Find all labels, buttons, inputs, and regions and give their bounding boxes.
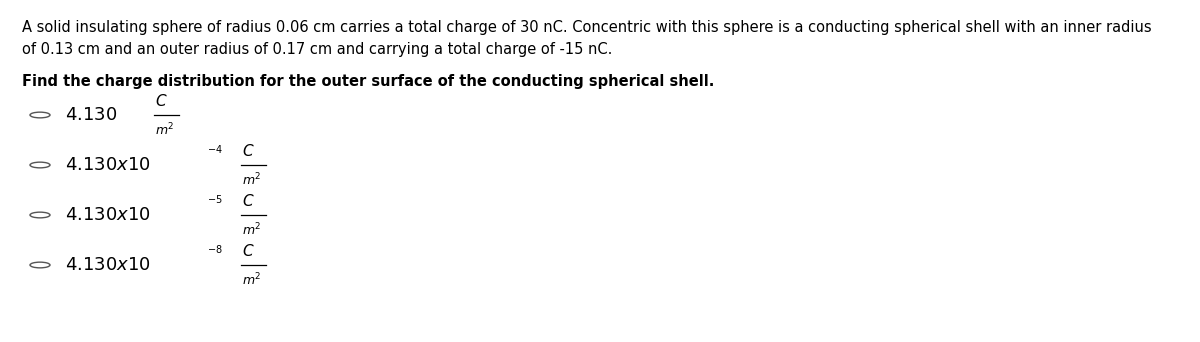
Text: $4.130x10$: $4.130x10$ xyxy=(65,256,151,274)
Text: $m^2$: $m^2$ xyxy=(155,122,174,138)
Text: $m^2$: $m^2$ xyxy=(242,272,262,288)
Text: $C$: $C$ xyxy=(242,143,254,159)
Text: $C$: $C$ xyxy=(155,93,168,109)
Text: $4.130$: $4.130$ xyxy=(65,106,118,124)
Text: $^{-8}$: $^{-8}$ xyxy=(206,245,223,259)
Text: of 0.13 cm and an outer radius of 0.17 cm and carrying a total charge of -15 nC.: of 0.13 cm and an outer radius of 0.17 c… xyxy=(22,42,612,57)
Text: A solid insulating sphere of radius 0.06 cm carries a total charge of 30 nC. Con: A solid insulating sphere of radius 0.06… xyxy=(22,20,1152,35)
Text: $C$: $C$ xyxy=(242,243,254,259)
Text: $m^2$: $m^2$ xyxy=(242,222,262,238)
Text: $4.130x10$: $4.130x10$ xyxy=(65,206,151,224)
Text: Find the charge distribution for the outer surface of the conducting spherical s: Find the charge distribution for the out… xyxy=(22,74,714,89)
Text: $^{-4}$: $^{-4}$ xyxy=(206,145,223,159)
Text: $m^2$: $m^2$ xyxy=(242,172,262,188)
Text: $C$: $C$ xyxy=(242,193,254,209)
Text: $4.130x10$: $4.130x10$ xyxy=(65,156,151,174)
Text: $^{-5}$: $^{-5}$ xyxy=(206,195,223,209)
